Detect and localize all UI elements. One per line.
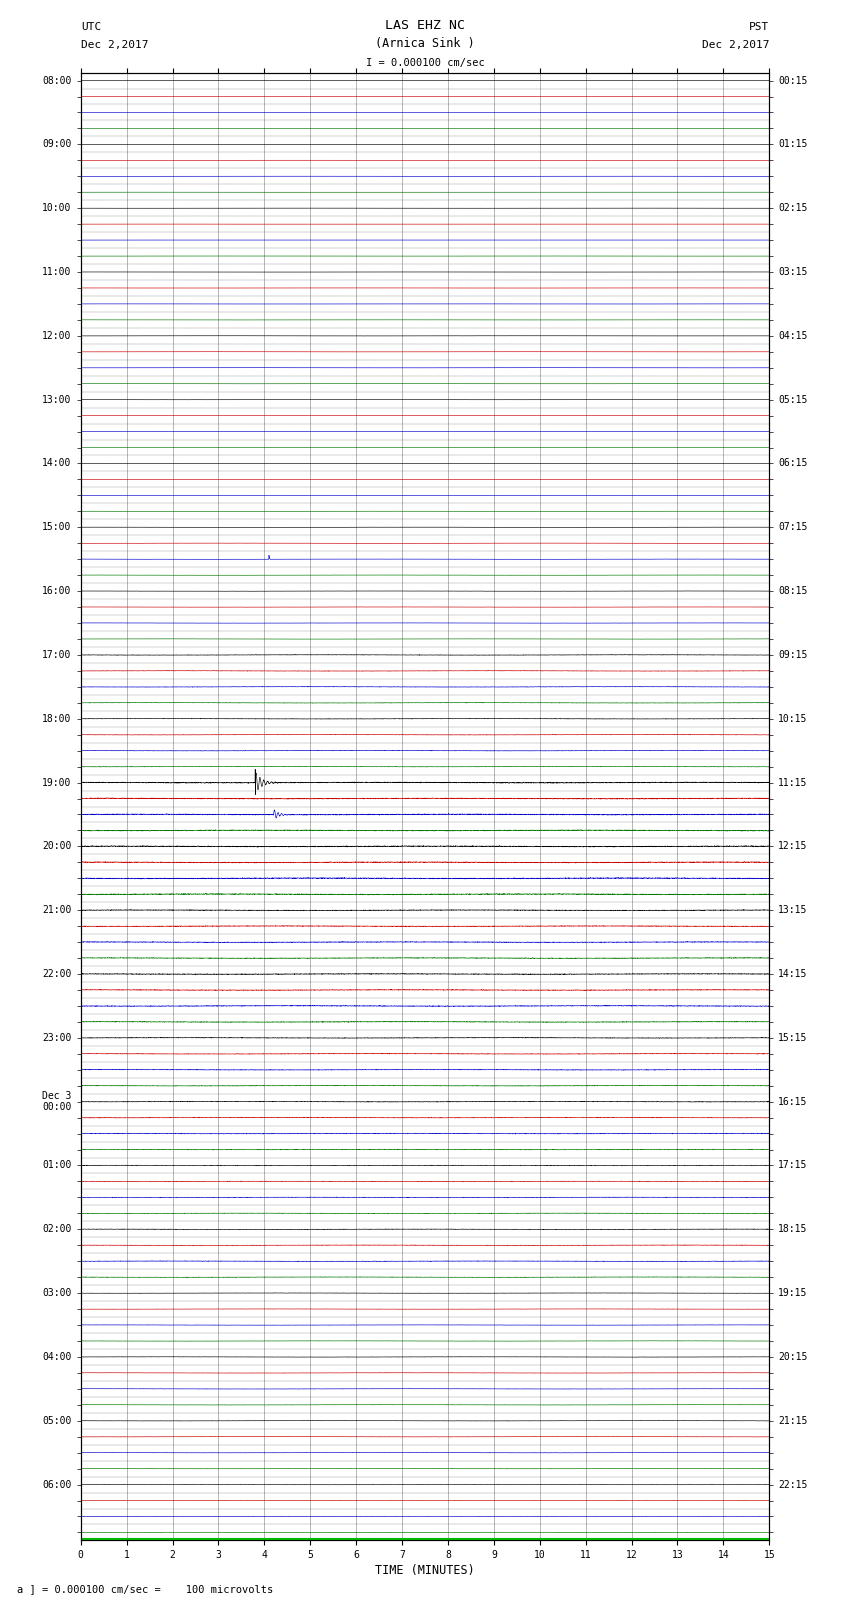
Text: PST: PST bbox=[749, 23, 769, 32]
Text: Dec 2,2017: Dec 2,2017 bbox=[702, 40, 769, 50]
Text: a ] = 0.000100 cm/sec =    100 microvolts: a ] = 0.000100 cm/sec = 100 microvolts bbox=[17, 1584, 273, 1594]
Text: Dec 2,2017: Dec 2,2017 bbox=[81, 40, 148, 50]
Text: I = 0.000100 cm/sec: I = 0.000100 cm/sec bbox=[366, 58, 484, 68]
Text: UTC: UTC bbox=[81, 23, 101, 32]
Text: (Arnica Sink ): (Arnica Sink ) bbox=[375, 37, 475, 50]
Text: LAS EHZ NC: LAS EHZ NC bbox=[385, 19, 465, 32]
X-axis label: TIME (MINUTES): TIME (MINUTES) bbox=[375, 1565, 475, 1578]
